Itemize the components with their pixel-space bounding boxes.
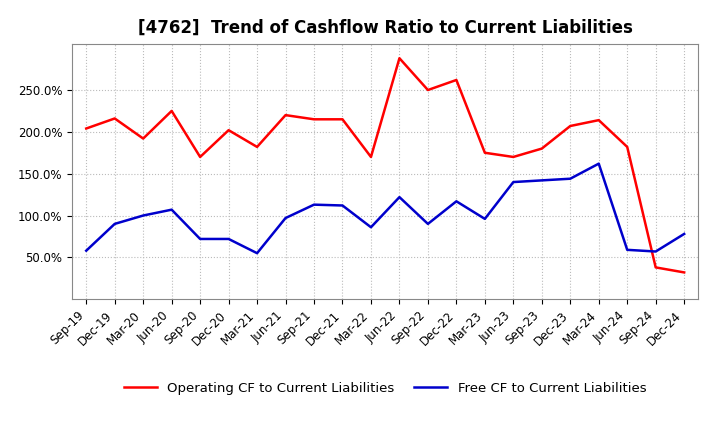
Operating CF to Current Liabilities [253, 144, 261, 150]
Free CF to Current Liabilities [595, 161, 603, 166]
Legend: Operating CF to Current Liabilities, Free CF to Current Liabilities: Operating CF to Current Liabilities, Fre… [119, 376, 652, 400]
Operating CF to Current Liabilities [366, 154, 375, 160]
Free CF to Current Liabilities [652, 249, 660, 254]
Operating CF to Current Liabilities [680, 270, 688, 275]
Operating CF to Current Liabilities [167, 108, 176, 114]
Operating CF to Current Liabilities [139, 136, 148, 141]
Free CF to Current Liabilities [452, 199, 461, 204]
Operating CF to Current Liabilities [338, 117, 347, 122]
Free CF to Current Liabilities [680, 231, 688, 237]
Operating CF to Current Liabilities [110, 116, 119, 121]
Operating CF to Current Liabilities [537, 146, 546, 151]
Operating CF to Current Liabilities [509, 154, 518, 160]
Free CF to Current Liabilities [537, 178, 546, 183]
Operating CF to Current Liabilities [566, 123, 575, 128]
Free CF to Current Liabilities [338, 203, 347, 208]
Operating CF to Current Liabilities [395, 55, 404, 61]
Line: Operating CF to Current Liabilities: Operating CF to Current Liabilities [86, 58, 684, 272]
Free CF to Current Liabilities [139, 213, 148, 218]
Free CF to Current Liabilities [82, 248, 91, 253]
Operating CF to Current Liabilities [310, 117, 318, 122]
Free CF to Current Liabilities [566, 176, 575, 181]
Operating CF to Current Liabilities [82, 126, 91, 131]
Free CF to Current Liabilities [509, 180, 518, 185]
Free CF to Current Liabilities [480, 216, 489, 221]
Operating CF to Current Liabilities [225, 128, 233, 133]
Free CF to Current Liabilities [282, 216, 290, 221]
Operating CF to Current Liabilities [282, 113, 290, 118]
Operating CF to Current Liabilities [452, 77, 461, 83]
Operating CF to Current Liabilities [652, 265, 660, 270]
Operating CF to Current Liabilities [480, 150, 489, 155]
Free CF to Current Liabilities [110, 221, 119, 227]
Title: [4762]  Trend of Cashflow Ratio to Current Liabilities: [4762] Trend of Cashflow Ratio to Curren… [138, 19, 633, 37]
Free CF to Current Liabilities [225, 236, 233, 242]
Operating CF to Current Liabilities [196, 154, 204, 160]
Operating CF to Current Liabilities [423, 88, 432, 93]
Free CF to Current Liabilities [366, 224, 375, 230]
Free CF to Current Liabilities [395, 194, 404, 200]
Free CF to Current Liabilities [623, 247, 631, 253]
Free CF to Current Liabilities [196, 236, 204, 242]
Free CF to Current Liabilities [253, 250, 261, 256]
Operating CF to Current Liabilities [595, 117, 603, 123]
Free CF to Current Liabilities [167, 207, 176, 213]
Free CF to Current Liabilities [423, 221, 432, 227]
Line: Free CF to Current Liabilities: Free CF to Current Liabilities [86, 164, 684, 253]
Operating CF to Current Liabilities [623, 144, 631, 150]
Free CF to Current Liabilities [310, 202, 318, 207]
